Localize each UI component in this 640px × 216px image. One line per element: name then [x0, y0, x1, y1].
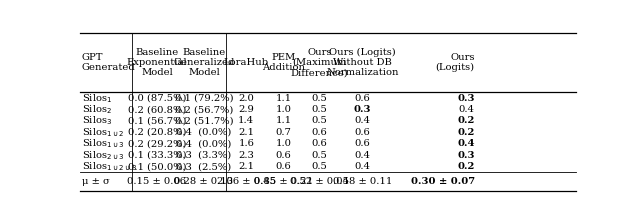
Text: 0.2: 0.2: [458, 162, 475, 171]
Text: 0.4  (0.0%): 0.4 (0.0%): [176, 139, 232, 148]
Text: 0.2 (29.2%): 0.2 (29.2%): [127, 139, 186, 148]
Text: LoraHub: LoraHub: [223, 58, 269, 67]
Text: 0.52 ± 0.05: 0.52 ± 0.05: [290, 177, 349, 186]
Text: 0.1 (33.3%): 0.1 (33.3%): [127, 151, 186, 160]
Text: 0.4: 0.4: [355, 151, 371, 160]
Text: μ ± σ: μ ± σ: [82, 177, 109, 186]
Text: 0.2 (51.7%): 0.2 (51.7%): [175, 116, 234, 125]
Text: 2.3: 2.3: [238, 151, 254, 160]
Text: Baseline
Exponential
Model: Baseline Exponential Model: [127, 48, 187, 77]
Text: 2.06 ± 0.45: 2.06 ± 0.45: [217, 177, 276, 186]
Text: Silos$_{1\cup2}$: Silos$_{1\cup2}$: [82, 126, 125, 139]
Text: 1.0: 1.0: [275, 105, 291, 114]
Text: 0.5: 0.5: [312, 116, 327, 125]
Text: 0.5: 0.5: [312, 105, 327, 114]
Text: 0.3: 0.3: [458, 151, 475, 160]
Text: 0.2: 0.2: [458, 128, 475, 137]
Text: 2.9: 2.9: [238, 105, 254, 114]
Text: GPT
Generated: GPT Generated: [82, 53, 136, 72]
Text: 0.4: 0.4: [355, 116, 371, 125]
Text: Silos$_3$: Silos$_3$: [82, 114, 113, 127]
Text: 0.6: 0.6: [355, 139, 371, 148]
Text: 0.1 (56.7%): 0.1 (56.7%): [127, 116, 186, 125]
Text: 1.1: 1.1: [275, 94, 291, 103]
Text: 0.2 (56.7%): 0.2 (56.7%): [175, 105, 233, 114]
Text: 0.2: 0.2: [458, 116, 475, 125]
Text: PEM
Addition: PEM Addition: [262, 53, 305, 72]
Text: 0.2 (60.8%): 0.2 (60.8%): [128, 105, 186, 114]
Text: Ours (Logits)
Without DB
Normalization: Ours (Logits) Without DB Normalization: [326, 48, 399, 78]
Text: 0.5: 0.5: [312, 151, 327, 160]
Text: 0.3: 0.3: [458, 94, 475, 103]
Text: 0.6: 0.6: [355, 94, 371, 103]
Text: 2.0: 2.0: [238, 94, 254, 103]
Text: 0.1 (79.2%): 0.1 (79.2%): [175, 94, 234, 103]
Text: 0.6: 0.6: [275, 151, 291, 160]
Text: 0.4: 0.4: [458, 139, 475, 148]
Text: Ours
(Logits): Ours (Logits): [436, 53, 475, 72]
Text: 0.4: 0.4: [459, 105, 475, 114]
Text: 0.6: 0.6: [312, 128, 327, 137]
Text: 0.30 ± 0.07: 0.30 ± 0.07: [411, 177, 475, 186]
Text: 0.48 ± 0.11: 0.48 ± 0.11: [333, 177, 392, 186]
Text: Baseline
Generalized
Model: Baseline Generalized Model: [173, 48, 235, 77]
Text: 0.85 ± 0.21: 0.85 ± 0.21: [254, 177, 313, 186]
Text: Silos$_{1\cup3}$: Silos$_{1\cup3}$: [82, 137, 125, 150]
Text: 0.2 (20.8%): 0.2 (20.8%): [127, 128, 186, 137]
Text: 0.15 ± 0.06: 0.15 ± 0.06: [127, 177, 186, 186]
Text: 0.7: 0.7: [275, 128, 291, 137]
Text: 0.6: 0.6: [355, 128, 371, 137]
Text: Silos$_1$: Silos$_1$: [82, 92, 112, 105]
Text: 0.4: 0.4: [355, 162, 371, 171]
Text: 0.3  (2.5%): 0.3 (2.5%): [177, 162, 232, 171]
Text: 1.4: 1.4: [238, 116, 254, 125]
Text: 1.0: 1.0: [275, 139, 291, 148]
Text: Silos$_2$: Silos$_2$: [82, 103, 112, 116]
Text: 0.28 ± 0.13: 0.28 ± 0.13: [175, 177, 234, 186]
Text: 2.1: 2.1: [238, 128, 254, 137]
Text: 0.5: 0.5: [312, 94, 327, 103]
Text: 0.3: 0.3: [354, 105, 371, 114]
Text: 0.5: 0.5: [312, 162, 327, 171]
Text: 0.3  (3.3%): 0.3 (3.3%): [177, 151, 232, 160]
Text: 1.6: 1.6: [238, 139, 254, 148]
Text: 0.0 (87.5%): 0.0 (87.5%): [127, 94, 186, 103]
Text: 0.6: 0.6: [275, 162, 291, 171]
Text: Ours
(Maximum
Difference): Ours (Maximum Difference): [291, 48, 348, 77]
Text: 0.6: 0.6: [312, 139, 327, 148]
Text: 1.1: 1.1: [275, 116, 291, 125]
Text: 0.4  (0.0%): 0.4 (0.0%): [176, 128, 232, 137]
Text: 2.1: 2.1: [238, 162, 254, 171]
Text: Silos$_{1\cup2\cup3}$: Silos$_{1\cup2\cup3}$: [82, 160, 137, 173]
Text: Silos$_{2\cup3}$: Silos$_{2\cup3}$: [82, 149, 125, 162]
Text: 0.1 (50.0%): 0.1 (50.0%): [127, 162, 186, 171]
